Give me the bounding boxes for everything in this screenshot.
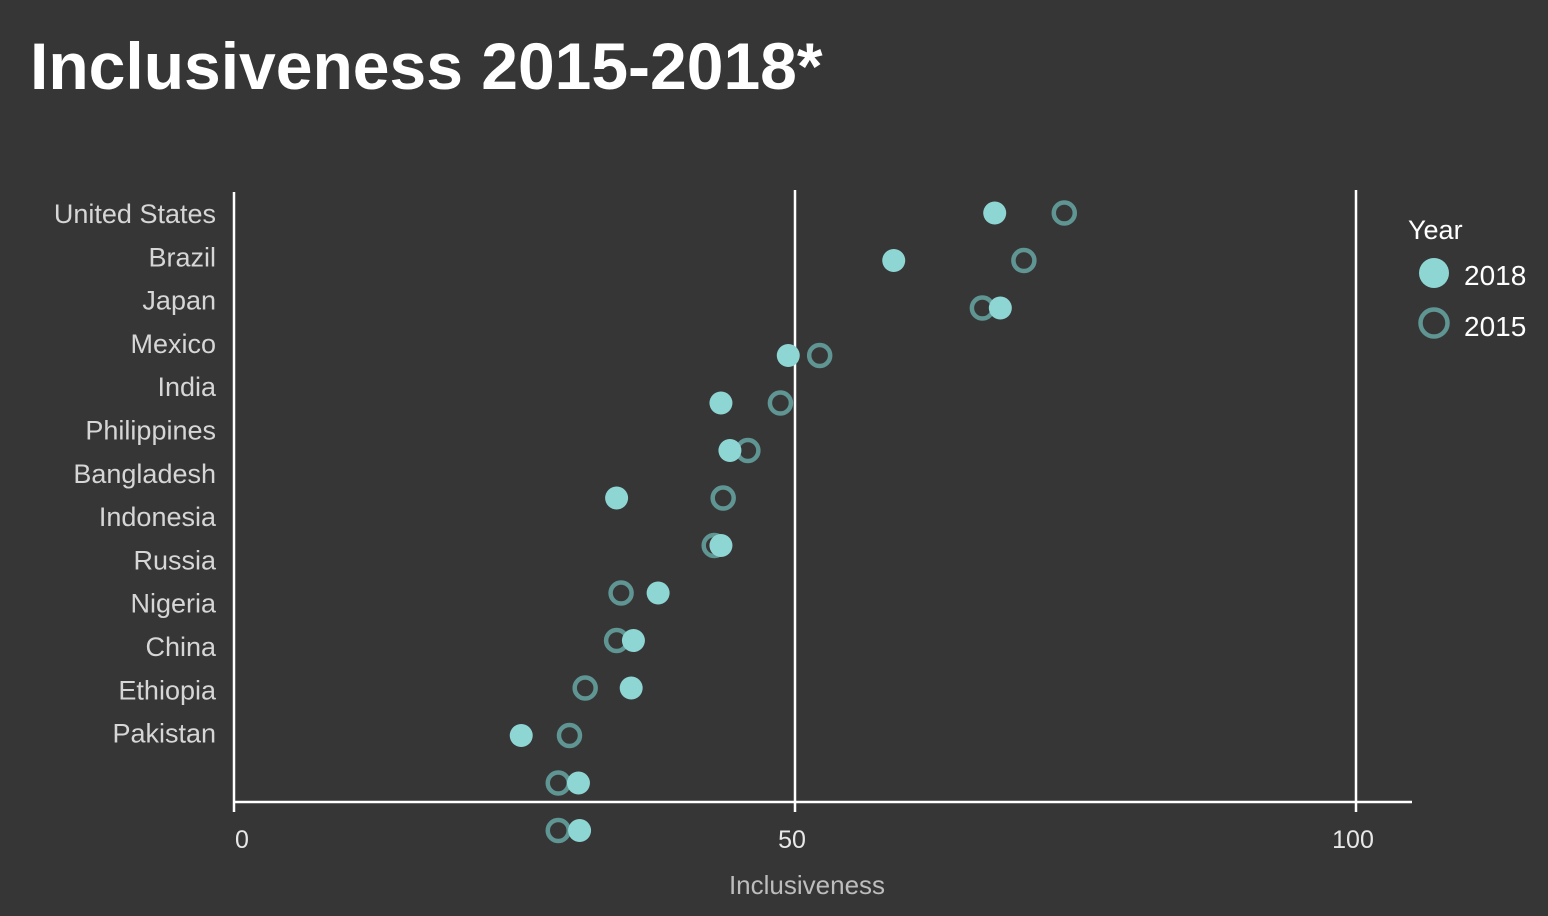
gridlines bbox=[793, 190, 1358, 802]
legend-title: Year bbox=[1408, 215, 1463, 245]
country-label: India bbox=[157, 372, 217, 402]
x-tick-labels: 0 50 100 bbox=[235, 826, 1374, 854]
point-2018 bbox=[776, 344, 800, 367]
point-2018 bbox=[983, 201, 1007, 225]
point-2015 bbox=[545, 817, 572, 844]
axes bbox=[232, 192, 1412, 812]
point-2018 bbox=[646, 581, 670, 605]
point-2018 bbox=[568, 819, 592, 842]
country-label: United States bbox=[54, 199, 216, 229]
point-2018 bbox=[566, 771, 590, 795]
legend-label-2015: 2015 bbox=[1464, 311, 1526, 342]
point-2018 bbox=[718, 439, 742, 462]
point-2015 bbox=[710, 485, 736, 511]
country-label: Indonesia bbox=[99, 502, 217, 532]
data-points bbox=[509, 200, 1078, 844]
country-label: Mexico bbox=[130, 329, 216, 359]
legend-marker-2015 bbox=[1418, 307, 1450, 339]
point-2018 bbox=[709, 534, 733, 557]
country-label: China bbox=[145, 632, 217, 662]
chart-title: Inclusiveness 2015-2018* bbox=[30, 29, 823, 103]
point-2015 bbox=[1051, 200, 1078, 226]
point-2015 bbox=[1011, 247, 1037, 274]
legend-label-2018: 2018 bbox=[1464, 260, 1526, 291]
country-label: Bangladesh bbox=[73, 459, 216, 489]
x-tick-label: 100 bbox=[1332, 826, 1374, 854]
country-label: Russia bbox=[133, 545, 217, 575]
x-axis-title: Inclusiveness bbox=[729, 870, 885, 900]
point-2015 bbox=[545, 770, 572, 796]
country-label: Japan bbox=[142, 286, 216, 316]
country-label: Ethiopia bbox=[118, 675, 217, 705]
x-tick-label: 50 bbox=[778, 826, 806, 854]
point-2015 bbox=[767, 390, 794, 416]
point-2018 bbox=[709, 391, 733, 415]
point-2018 bbox=[621, 629, 645, 652]
point-2018 bbox=[605, 486, 629, 510]
point-2018 bbox=[509, 724, 533, 747]
point-2015 bbox=[608, 580, 634, 606]
country-label: Nigeria bbox=[130, 589, 217, 619]
x-tick-label: 0 bbox=[235, 826, 249, 854]
point-2015 bbox=[556, 722, 583, 749]
point-2018 bbox=[988, 296, 1012, 320]
country-label: Philippines bbox=[85, 416, 216, 446]
point-2018 bbox=[882, 249, 906, 272]
point-2015 bbox=[572, 675, 598, 701]
legend-marker-2018 bbox=[1419, 258, 1449, 288]
country-labels: United States Brazil Japan Mexico India Phili… bbox=[54, 199, 217, 749]
country-label: Pakistan bbox=[112, 719, 216, 749]
country-label: Brazil bbox=[148, 242, 216, 272]
point-2018 bbox=[619, 676, 643, 700]
point-2015 bbox=[806, 342, 833, 369]
